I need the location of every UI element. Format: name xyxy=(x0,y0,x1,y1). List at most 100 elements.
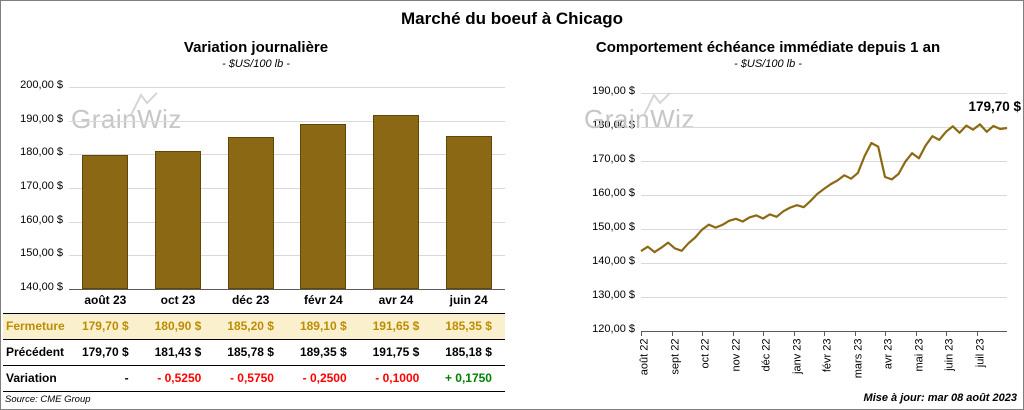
y-tick-label: 170,00 $ xyxy=(592,153,635,165)
y-tick-label: 160,00 $ xyxy=(592,187,635,199)
table-cell: 180,90 $ xyxy=(154,319,202,333)
x-month-label: nov 22 xyxy=(730,338,742,372)
table-cell: - 0,5250 xyxy=(157,371,202,385)
x-tick xyxy=(763,332,764,336)
row-label: Fermeture xyxy=(6,319,65,333)
yearly-trend-panel: Comportement échéance immédiate depuis 1… xyxy=(513,1,1023,409)
table-cell: 185,18 $ xyxy=(445,345,492,359)
grainwiz-watermark: GrainWiz xyxy=(71,92,182,135)
price-line-series xyxy=(640,123,1008,254)
bar-chart-plot xyxy=(69,87,505,290)
x-tick xyxy=(824,332,825,336)
x-month-label: déc 22 xyxy=(760,338,773,372)
table-cell: 185,20 $ xyxy=(227,319,274,333)
bar xyxy=(82,155,129,289)
table-cell: 181,43 $ xyxy=(154,345,202,359)
y-tick-label: 120,00 $ xyxy=(592,323,635,335)
x-month-label: mai 23 xyxy=(913,338,925,372)
bar-chart-x-axis: août 23 oct 23 déc 23 févr 24 avr 24 juin 24 xyxy=(69,293,505,309)
table-cell: - xyxy=(124,371,129,385)
y-tick-label: 180,00 $ xyxy=(592,119,635,131)
line-chart-subtitle: - $US/100 lb - xyxy=(734,58,802,70)
line-chart-y-axis: 190,00 $ 180,00 $ 170,00 $ 160,00 $ 150,00 $… xyxy=(513,1,635,409)
gridline xyxy=(69,188,505,189)
source-note: Source: CME Group xyxy=(5,394,91,405)
x-tick xyxy=(732,332,734,336)
table-cell: 189,35 $ xyxy=(299,345,347,359)
line-chart-title: Comportement échéance immédiate depuis 1… xyxy=(595,39,941,56)
table-cell: - 0,2500 xyxy=(302,371,347,385)
gridline xyxy=(69,154,505,156)
last-price-annotation: 179,70 $ xyxy=(968,99,1021,114)
watermark-text: GrainWiz xyxy=(71,104,182,134)
daily-variation-panel: Variation journalière - $US/100 lb - Gra… xyxy=(1,1,511,409)
gridline xyxy=(69,255,505,257)
update-note: Mise à jour: mar 08 août 2023 xyxy=(863,392,1017,404)
table-cell: 179,70 $ xyxy=(81,319,129,333)
bar-chart-subtitle: - $US/100 lb - xyxy=(222,58,290,70)
x-month-label: janv 23 xyxy=(791,338,803,374)
table-row: Variation - - 0,5250 - 0,5750 - 0,2500 - 0,10… xyxy=(3,365,505,391)
table-cell: 185,78 $ xyxy=(227,345,274,359)
x-month-label: avr 23 xyxy=(882,338,895,370)
y-tick-label: 170,00 $ xyxy=(20,180,63,192)
x-month-label: oct 22 xyxy=(699,338,712,369)
x-month-label: juil 23 xyxy=(974,338,986,368)
grainwiz-logo-peak-icon xyxy=(643,92,671,116)
y-tick-label: 190,00 $ xyxy=(592,85,635,97)
gridline xyxy=(641,161,1007,162)
x-category-label: oct 23 xyxy=(160,293,196,307)
x-tick xyxy=(946,332,947,336)
x-tick xyxy=(915,332,917,336)
x-category-label: déc 23 xyxy=(231,293,270,307)
gridline xyxy=(641,263,1007,264)
x-tick xyxy=(702,332,703,336)
page-title: Marché du boeuf à Chicago xyxy=(401,9,623,28)
x-category-label: avr 24 xyxy=(378,293,414,307)
row-label: Précédent xyxy=(6,345,65,359)
x-tick xyxy=(976,332,978,336)
y-tick-label: 150,00 $ xyxy=(592,221,635,233)
y-tick-label: 140,00 $ xyxy=(592,255,635,267)
x-month-label: févr 23 xyxy=(821,338,834,373)
y-tick-label: 180,00 $ xyxy=(20,146,63,159)
x-tick xyxy=(854,332,856,336)
x-tick xyxy=(641,332,642,336)
x-category-label: juin 24 xyxy=(449,293,488,307)
gridline xyxy=(69,87,505,88)
table-cell: - 0,5750 xyxy=(229,371,274,385)
table-cell: 179,70 $ xyxy=(81,345,129,359)
x-tick xyxy=(671,332,673,336)
gridline xyxy=(69,221,505,223)
x-tick xyxy=(793,332,795,336)
y-tick-label: 130,00 $ xyxy=(592,289,635,301)
gridline xyxy=(641,93,1007,94)
y-tick-label: 200,00 $ xyxy=(20,79,63,91)
x-month-label: août 22 xyxy=(638,338,651,376)
x-category-label: août 23 xyxy=(84,293,127,307)
table-cell: 191,65 $ xyxy=(372,319,420,333)
x-tick xyxy=(885,332,886,336)
bar xyxy=(445,136,492,289)
gridline xyxy=(641,127,1007,128)
gridline xyxy=(641,297,1007,298)
bar xyxy=(227,136,274,289)
watermark-text: GrainWiz xyxy=(584,104,695,134)
line-chart-plot xyxy=(640,93,1008,336)
table-cell: 191,75 $ xyxy=(372,345,420,359)
x-month-label: juin 23 xyxy=(943,338,956,371)
y-tick-label: 160,00 $ xyxy=(20,213,63,226)
x-month-label: mars 23 xyxy=(852,338,864,379)
table-cell: - 0,1000 xyxy=(375,371,420,385)
gridline xyxy=(641,195,1007,196)
x-category-label: févr 24 xyxy=(303,293,343,307)
bar xyxy=(155,151,201,289)
y-tick-label: 150,00 $ xyxy=(20,247,63,260)
y-tick-label: 140,00 $ xyxy=(20,281,63,293)
y-tick-label: 190,00 $ xyxy=(20,112,63,125)
x-month-label: sept 22 xyxy=(669,338,681,375)
bar-chart-y-axis: 200,00 $ 190,00 $ 180,00 $ 170,00 $ 160,00 $… xyxy=(1,1,63,409)
table-cell: 189,10 $ xyxy=(299,319,347,333)
gridline xyxy=(69,120,505,122)
